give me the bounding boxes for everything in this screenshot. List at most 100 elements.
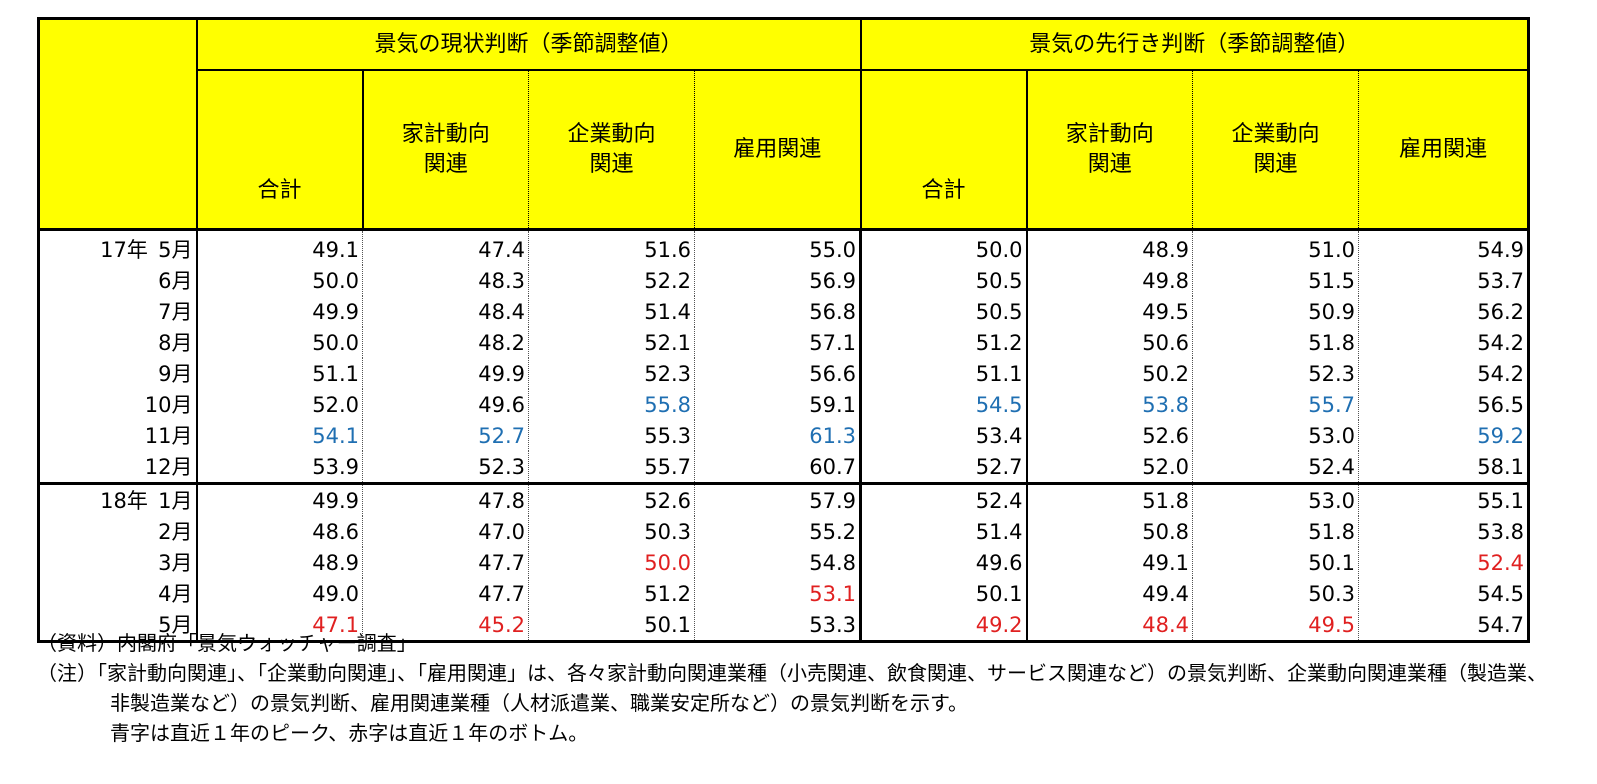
cell-future-employment: 52.4 <box>1358 547 1529 578</box>
row-month: 10月 <box>144 392 193 417</box>
table-row: 18年 1月 49.9 47.8 52.6 57.9 52.4 51.8 53.0 55.1 <box>38 482 1529 516</box>
cell-current-employment: 57.1 <box>693 327 861 358</box>
row-period-label: 10月 <box>39 389 197 420</box>
cell-current-employment: 56.8 <box>693 296 861 327</box>
row-period-label: 6月 <box>39 265 197 296</box>
cell-future-employment: 56.5 <box>1358 389 1529 420</box>
notes-section: （資料）内閣府「景気ウォッチャー調査」 （注）「家計動向関連」、「企業動向関連」… <box>37 628 1557 748</box>
row-period-label: 17年 5月 <box>39 230 197 266</box>
row-year: 18年 <box>100 488 148 513</box>
cell-current-total: 49.9 <box>195 296 363 327</box>
cell-future-household: 48.9 <box>1025 229 1193 265</box>
cell-current-corporate: 50.3 <box>528 516 695 547</box>
col-header-current-total: 合計 <box>195 69 364 231</box>
row-month: 5月 <box>158 612 193 637</box>
row-period-label: 4月 <box>39 578 197 609</box>
table-row: 12月 53.9 52.3 55.7 60.7 52.7 52.0 52.4 58.1 <box>39 451 1529 484</box>
cell-current-total: 49.0 <box>195 578 363 609</box>
cell-current-household: 47.7 <box>362 578 529 609</box>
table-row: 8月 50.0 48.2 52.1 57.1 51.2 50.6 51.8 54.2 <box>39 327 1529 358</box>
row-month: 11月 <box>144 423 193 448</box>
row-month: 2月 <box>158 519 193 544</box>
row-month: 5月 <box>158 237 193 262</box>
cell-current-total: 52.0 <box>195 389 363 420</box>
table-row: 2月 48.6 47.0 50.3 55.2 51.4 50.8 51.8 53.8 <box>39 516 1529 547</box>
cell-future-employment: 54.2 <box>1358 358 1529 389</box>
row-month: 7月 <box>158 299 193 324</box>
row-period-label: 2月 <box>39 516 197 547</box>
cell-current-total: 49.1 <box>195 229 363 265</box>
table-row: 7月 49.9 48.4 51.4 56.8 50.5 49.5 50.9 56.2 <box>39 296 1529 327</box>
cell-future-corporate: 51.5 <box>1192 265 1359 296</box>
cell-current-employment: 56.9 <box>693 265 861 296</box>
cell-future-total: 50.1 <box>859 578 1027 609</box>
cell-current-household: 49.6 <box>362 389 529 420</box>
cell-current-corporate: 50.1 <box>528 609 695 642</box>
table-row: 4月 49.0 47.7 51.2 53.1 50.1 49.4 50.3 54.5 <box>39 578 1529 609</box>
cell-current-household: 47.0 <box>362 516 529 547</box>
cell-future-employment: 54.5 <box>1358 578 1529 609</box>
row-month: 1月 <box>158 488 193 513</box>
cell-current-corporate: 55.8 <box>528 389 695 420</box>
col-header-future-household: 家計動向 関連 <box>1025 69 1194 231</box>
cell-future-corporate: 50.1 <box>1192 547 1359 578</box>
table-row: 17年 5月 49.1 47.4 51.6 55.0 50.0 48.9 51.0 54.9 <box>39 229 1529 266</box>
col-header-current-household: 家計動向 関連 <box>361 69 529 231</box>
table-row: 9月 51.1 49.9 52.3 56.6 51.1 50.2 52.3 54.2 <box>39 358 1529 389</box>
cell-future-total: 49.6 <box>859 547 1027 578</box>
cell-current-employment: 53.3 <box>693 609 861 642</box>
cell-current-corporate: 52.2 <box>528 265 695 296</box>
cell-current-corporate: 51.2 <box>528 578 695 609</box>
cell-future-employment: 53.8 <box>1358 516 1529 547</box>
cell-future-total: 52.7 <box>859 451 1027 484</box>
cell-future-household: 52.0 <box>1025 451 1193 484</box>
cell-future-total: 52.4 <box>859 482 1027 516</box>
row-period-label: 8月 <box>39 327 197 358</box>
cell-current-employment: 60.7 <box>693 451 861 484</box>
cell-future-corporate: 51.8 <box>1192 327 1359 358</box>
cell-current-employment: 55.2 <box>693 516 861 547</box>
cell-current-employment: 56.6 <box>693 358 861 389</box>
cell-future-household: 49.8 <box>1025 265 1193 296</box>
cell-future-employment: 53.7 <box>1358 265 1529 296</box>
cell-future-employment: 54.2 <box>1358 327 1529 358</box>
cell-current-employment: 55.0 <box>693 229 861 265</box>
cell-future-household: 49.5 <box>1025 296 1193 327</box>
cell-future-household: 48.4 <box>1025 609 1193 642</box>
cell-current-employment: 61.3 <box>693 420 861 451</box>
cell-current-household: 45.2 <box>362 609 529 642</box>
footnote: （注）「家計動向関連」、「企業動向関連」、「雇用関連」は、各々家計動向関連業種（… <box>37 658 1557 748</box>
cell-future-total: 51.4 <box>859 516 1027 547</box>
cell-future-total: 50.5 <box>859 265 1027 296</box>
cell-current-household: 52.7 <box>362 420 529 451</box>
row-period-label: 11月 <box>39 420 197 451</box>
cell-future-household: 52.6 <box>1025 420 1193 451</box>
cell-current-household: 47.8 <box>362 482 529 516</box>
cell-current-total: 53.9 <box>195 451 363 484</box>
cell-current-total: 50.0 <box>195 327 363 358</box>
cell-future-total: 51.1 <box>859 358 1027 389</box>
table-body: 17年 5月 49.1 47.4 51.6 55.0 50.0 48.9 51.0 54.9 6月 5… <box>38 229 1529 642</box>
cell-current-household: 49.9 <box>362 358 529 389</box>
cell-future-corporate: 50.9 <box>1192 296 1359 327</box>
col-header-future-corporate: 企業動向 関連 <box>1192 69 1360 231</box>
source-note: （資料）内閣府「景気ウォッチャー調査」 <box>37 631 417 655</box>
cell-future-corporate: 51.0 <box>1192 229 1359 265</box>
cell-future-employment: 59.2 <box>1358 420 1529 451</box>
cell-future-corporate: 51.8 <box>1192 516 1359 547</box>
cell-future-employment: 54.7 <box>1358 609 1529 642</box>
current-assessment-header: 景気の現状判断（季節調整値） <box>195 17 862 71</box>
table-row: 5月 47.1 45.2 50.1 53.3 49.2 48.4 49.5 54.7 <box>39 609 1529 642</box>
cell-future-household: 53.8 <box>1025 389 1193 420</box>
cell-future-total: 49.2 <box>859 609 1027 642</box>
table-row: 6月 50.0 48.3 52.2 56.9 50.5 49.8 51.5 53.7 <box>39 265 1529 296</box>
cell-future-household: 49.1 <box>1025 547 1193 578</box>
cell-future-corporate: 49.5 <box>1192 609 1359 642</box>
color-legend-note: 青字は直近１年のピーク、赤字は直近１年のボトム。 <box>110 721 589 745</box>
row-month: 12月 <box>144 454 193 479</box>
table-row: 3月 48.9 47.7 50.0 54.8 49.6 49.1 50.1 52.4 <box>39 547 1529 578</box>
cell-current-total: 49.9 <box>195 482 363 516</box>
cell-current-employment: 53.1 <box>693 578 861 609</box>
cell-current-household: 48.4 <box>362 296 529 327</box>
cell-current-corporate: 55.7 <box>528 451 695 484</box>
